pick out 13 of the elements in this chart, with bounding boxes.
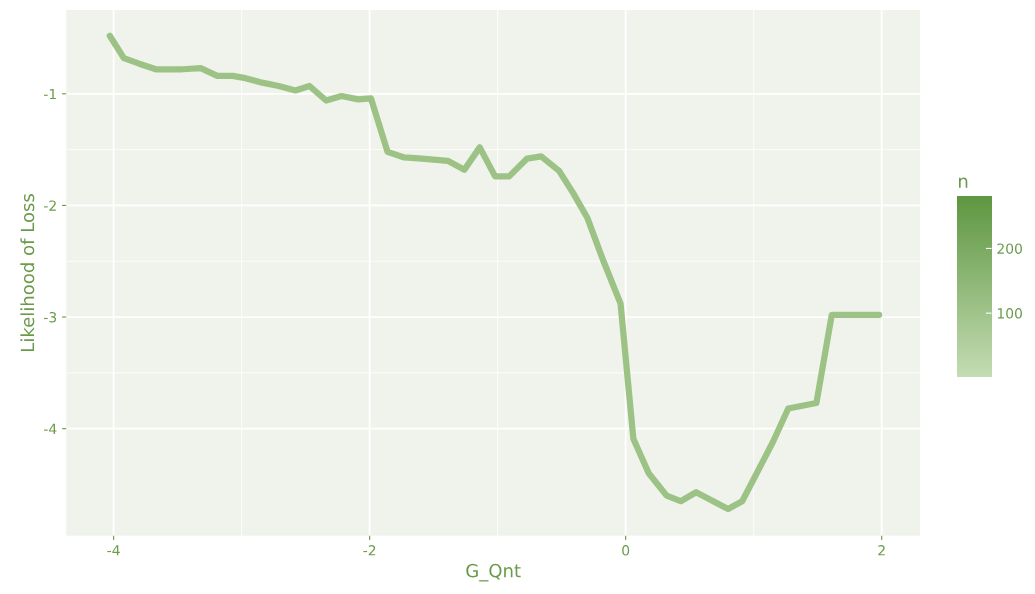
y-axis-title: Likelihood of Loss bbox=[20, 194, 35, 351]
x-tick-label: -2 bbox=[363, 545, 376, 556]
color-bar-title: n bbox=[959, 177, 968, 188]
x-axis-title: G_Qnt bbox=[466, 563, 521, 582]
y-tick-label: -4 bbox=[44, 423, 57, 434]
y-tick-label: -3 bbox=[44, 312, 57, 323]
x-tick-label: 0 bbox=[622, 545, 630, 556]
y-tick-label: -1 bbox=[44, 88, 56, 100]
x-tick-label: 2 bbox=[878, 545, 885, 556]
y-tick-label: -2 bbox=[44, 200, 56, 211]
color-bar-label: 100 bbox=[997, 308, 1022, 319]
color-bar-label: 200 bbox=[997, 243, 1022, 254]
x-tick-label: -4 bbox=[107, 545, 120, 556]
